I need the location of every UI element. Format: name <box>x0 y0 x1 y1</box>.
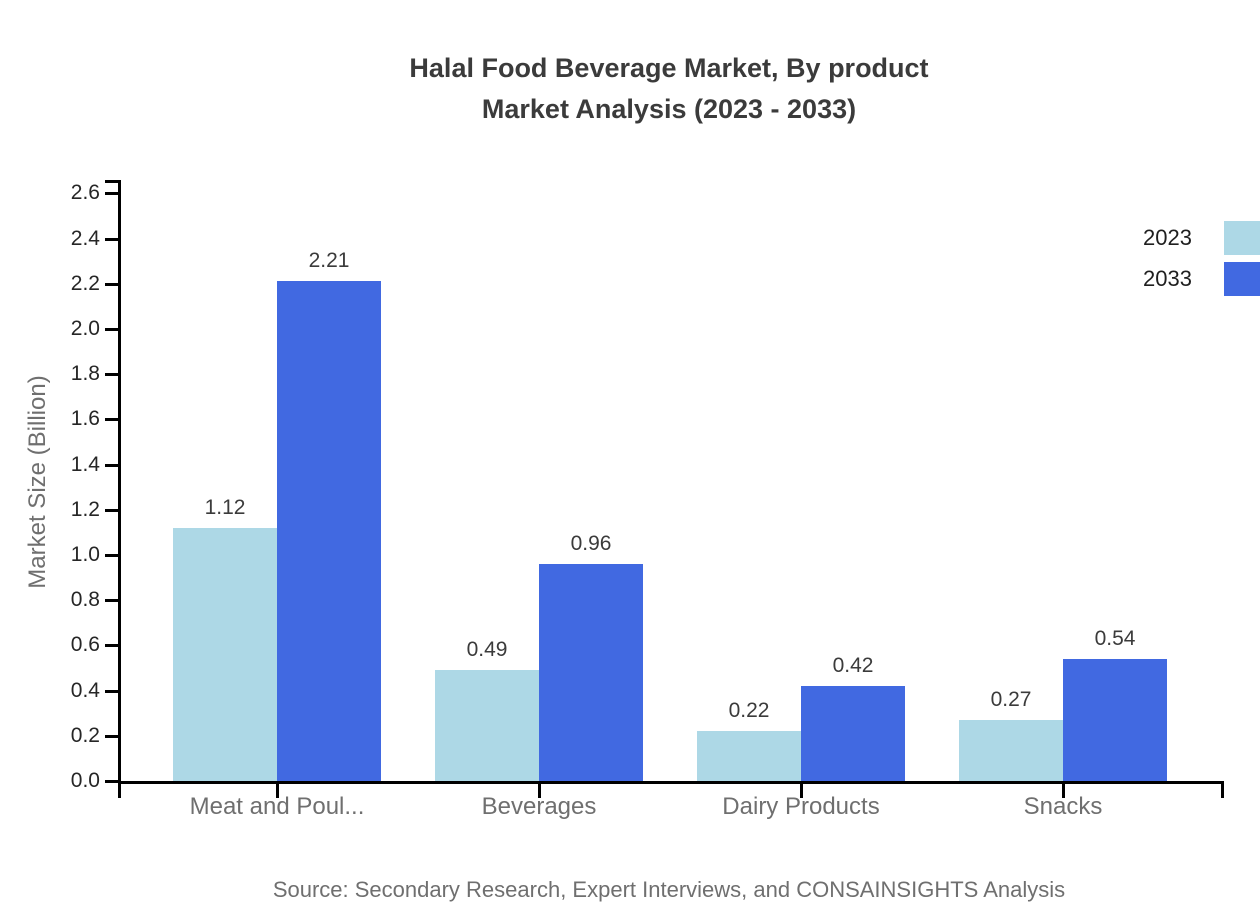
bar-value-label: 0.27 <box>990 687 1032 711</box>
category-label: Beverages <box>481 793 597 820</box>
y-tick-label: 1.0 <box>70 542 100 566</box>
chart-title: Halal Food Beverage Market, By product M… <box>0 48 1260 130</box>
bar-value-label: 0.42 <box>832 654 874 678</box>
y-tick-label: 0.2 <box>70 723 100 747</box>
bar <box>959 719 1063 781</box>
legend-label: 2033 <box>1143 266 1192 291</box>
bar <box>173 527 277 781</box>
y-tick <box>105 192 118 196</box>
chart-title-line1: Halal Food Beverage Market, By product <box>409 53 929 83</box>
y-tick <box>105 237 118 241</box>
y-tick <box>105 373 118 377</box>
y-tick <box>105 553 118 557</box>
y-tick <box>105 418 118 422</box>
bar-value-label: 2.21 <box>308 249 350 273</box>
x-axis-end-cap <box>1221 784 1224 798</box>
legend-swatch <box>1224 262 1260 296</box>
y-tick-label: 1.4 <box>70 452 100 476</box>
bar <box>539 564 643 781</box>
y-tick <box>105 734 118 738</box>
legend-item: 2023 <box>1112 221 1260 255</box>
bar <box>435 670 539 781</box>
chart-title-line2: Market Analysis (2023 - 2033) <box>481 94 857 124</box>
y-tick-label: 2.0 <box>70 316 100 340</box>
y-axis-end-cap <box>105 180 118 183</box>
x-tick <box>800 784 803 798</box>
y-tick-label: 0.8 <box>70 588 100 612</box>
y-tick-label: 0.6 <box>70 633 100 657</box>
y-tick <box>105 508 118 512</box>
bar <box>697 731 801 781</box>
y-axis-label: Market Size (Billion) <box>24 375 51 589</box>
y-tick-label: 2.6 <box>70 181 100 205</box>
y-tick <box>105 780 118 783</box>
y-tick <box>105 599 118 603</box>
category-label: Snacks <box>1023 793 1103 820</box>
legend-label: 2023 <box>1143 225 1192 250</box>
legend-swatch <box>1224 221 1260 255</box>
category-label: Dairy Products <box>722 793 880 820</box>
x-tick <box>1062 784 1065 798</box>
y-tick <box>105 689 118 693</box>
source-note: Source: Secondary Research, Expert Inter… <box>272 877 1066 902</box>
y-tick-label: 0.0 <box>70 769 100 792</box>
y-tick-label: 1.6 <box>70 407 100 431</box>
x-axis-start-cap <box>118 784 121 798</box>
y-tick <box>105 463 118 467</box>
x-axis-spine <box>118 781 1224 784</box>
bar-value-label: 0.54 <box>1094 626 1136 650</box>
y-tick-label: 2.4 <box>70 226 100 250</box>
y-tick-label: 1.8 <box>70 362 100 386</box>
bar <box>277 281 381 781</box>
y-tick-label: 1.2 <box>70 497 100 521</box>
bar <box>1063 658 1167 781</box>
bar-value-label: 1.12 <box>204 495 246 519</box>
bar-value-label: 0.22 <box>728 699 770 723</box>
bar-value-label: 0.49 <box>466 638 508 662</box>
y-axis-spine <box>118 180 121 784</box>
x-tick <box>538 784 541 798</box>
y-tick <box>105 644 118 648</box>
category-label: Meat and Poul... <box>189 793 365 820</box>
y-tick-label: 0.4 <box>70 678 100 702</box>
y-tick <box>105 282 118 286</box>
y-tick-label: 2.2 <box>70 271 100 295</box>
bar-value-label: 0.96 <box>570 532 612 555</box>
x-tick <box>276 784 279 798</box>
y-tick <box>105 327 118 331</box>
legend-item: 2033 <box>1112 262 1260 296</box>
bar <box>801 686 905 781</box>
